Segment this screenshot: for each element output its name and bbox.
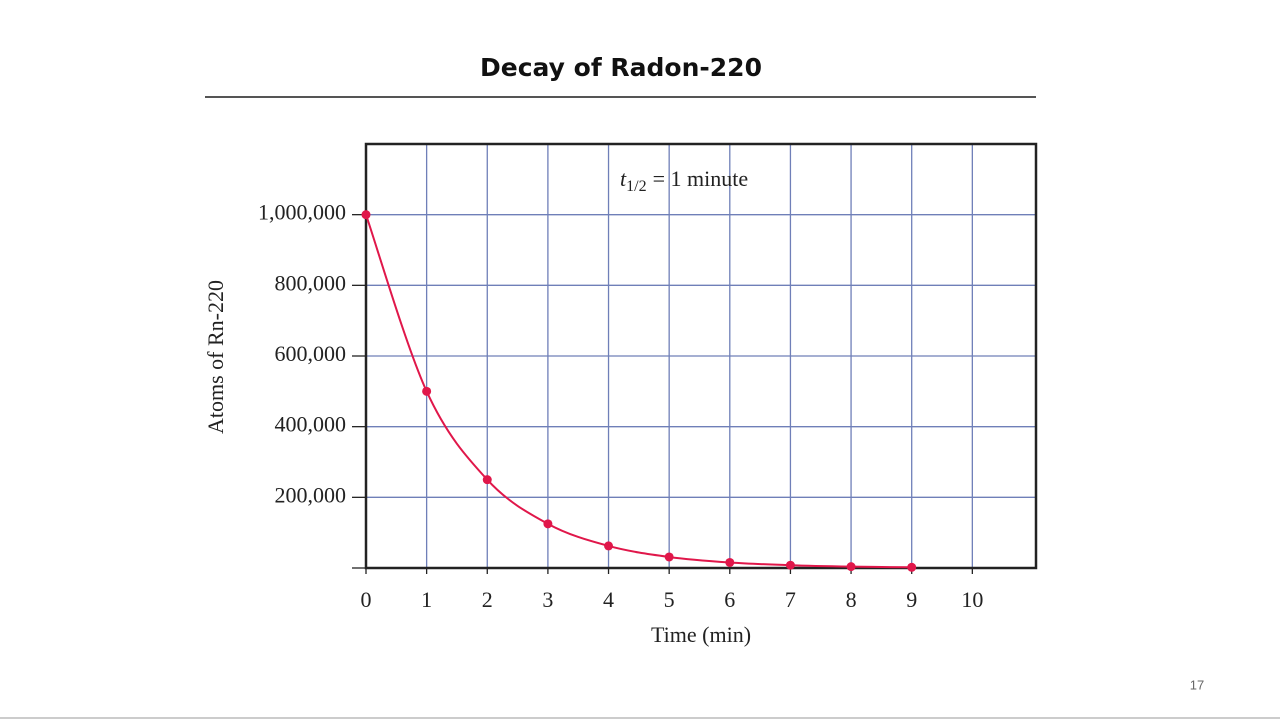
annotation-part: = 1 minute xyxy=(653,166,749,191)
data-point xyxy=(664,552,674,562)
x-tick-label: 6 xyxy=(724,587,735,612)
data-line xyxy=(365,214,912,569)
data-point xyxy=(361,210,371,220)
x-tick-label: 10 xyxy=(961,587,983,612)
data-point xyxy=(543,519,553,529)
slide-number: 17 xyxy=(1190,677,1204,692)
x-tick-label: 9 xyxy=(906,587,917,612)
x-tick-label: 8 xyxy=(846,587,857,612)
y-tick-label: 600,000 xyxy=(275,341,347,366)
data-point xyxy=(422,386,432,396)
x-tick-label: 4 xyxy=(603,587,614,612)
y-tick-label: 400,000 xyxy=(275,412,347,437)
x-tick-label: 5 xyxy=(664,587,675,612)
plot-frame xyxy=(364,142,1038,570)
x-tick-label: 2 xyxy=(482,587,493,612)
data-point xyxy=(725,557,735,567)
x-tick-label: 1 xyxy=(421,587,432,612)
annotation-part: t xyxy=(620,166,627,191)
y-axis-label: Atoms of Rn-220 xyxy=(203,280,228,434)
x-axis-label: Time (min) xyxy=(651,622,751,647)
data-point xyxy=(785,560,795,570)
data-point xyxy=(846,562,856,572)
chart-title: Decay of Radon-220 xyxy=(480,53,762,82)
x-tick-label: 0 xyxy=(361,587,372,612)
data-point xyxy=(604,541,614,551)
x-tick-label: 7 xyxy=(785,587,796,612)
data-point xyxy=(482,475,492,485)
annotation: t1/2 = 1 minute xyxy=(620,166,748,195)
y-tick-label: 800,000 xyxy=(275,270,347,295)
y-tick-label: 1,000,000 xyxy=(258,200,346,225)
y-tick-label: 200,000 xyxy=(275,482,347,507)
x-tick-label: 3 xyxy=(542,587,553,612)
data-point xyxy=(907,562,917,572)
annotation-part: 1/2 xyxy=(626,178,646,195)
